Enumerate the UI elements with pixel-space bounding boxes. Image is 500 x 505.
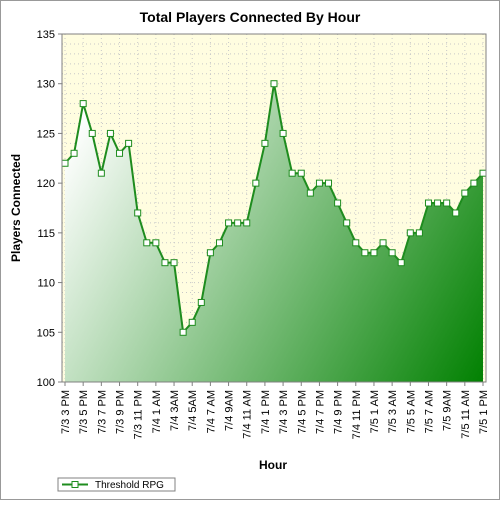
data-point-marker <box>197 298 205 306</box>
x-tick-label: 7/4 7 AM <box>205 390 217 433</box>
x-axis-ticks: 7/3 3 PM 7/3 5 PM 7/3 7 PM 7/3 9 PM 7/3 11 P… <box>60 382 490 439</box>
data-point-marker <box>116 149 124 157</box>
x-tick-label: 7/4 11 AM <box>242 390 254 439</box>
y-axis-ticks: 100 105 110 115 120 125 130 135 <box>37 29 62 389</box>
y-tick-label: 130 <box>37 79 55 91</box>
x-tick-label: 7/4 3AM <box>169 390 181 431</box>
y-tick-label: 100 <box>37 377 55 389</box>
data-point-marker <box>370 249 378 257</box>
data-point-marker <box>134 209 142 217</box>
x-tick-label: 7/4 9AM <box>224 390 236 431</box>
x-tick-label: 7/5 1 AM <box>369 390 381 433</box>
y-tick-label: 105 <box>37 327 55 339</box>
data-point-marker <box>188 318 196 326</box>
data-point-marker <box>234 219 242 227</box>
x-tick-label: 7/4 1 PM <box>260 390 272 434</box>
chart-title: Total Players Connected By Hour <box>140 9 361 25</box>
plot-frame <box>61 33 487 383</box>
data-point-marker <box>479 169 487 177</box>
data-point-marker <box>470 179 478 187</box>
data-point-marker <box>279 129 287 137</box>
x-tick-label: 7/5 9AM <box>442 390 454 431</box>
data-point-marker <box>143 239 151 247</box>
data-point-marker <box>397 259 405 267</box>
data-point-marker <box>215 239 223 247</box>
data-point-marker <box>106 129 114 137</box>
data-point-marker <box>315 179 323 187</box>
data-point-marker <box>352 239 360 247</box>
x-tick-label: 7/5 5 AM <box>405 390 417 433</box>
data-point-marker <box>125 139 133 147</box>
x-tick-label: 7/3 11 PM <box>133 390 145 439</box>
data-point-marker <box>206 249 214 257</box>
data-point-marker <box>379 239 387 247</box>
data-point-marker <box>361 249 369 257</box>
y-tick-label: 125 <box>37 128 55 140</box>
data-point-marker <box>415 229 423 237</box>
data-point-marker <box>306 189 314 197</box>
x-tick-label: 7/3 5 PM <box>78 390 90 434</box>
x-tick-label: 7/3 3 PM <box>60 390 72 434</box>
x-tick-label: 7/3 7 PM <box>96 390 108 434</box>
data-point-marker <box>288 169 296 177</box>
data-point-marker <box>270 80 278 88</box>
x-axis-title: Hour <box>259 458 287 472</box>
x-tick-label: 7/4 9 PM <box>333 390 345 434</box>
data-point-marker <box>179 328 187 336</box>
x-tick-label: 7/4 1 AM <box>151 390 163 433</box>
legend-label: Threshold RPG <box>95 480 164 491</box>
data-point-marker <box>443 199 451 207</box>
x-tick-label: 7/5 11 AM <box>460 390 472 439</box>
data-point-marker <box>97 169 105 177</box>
data-point-marker <box>406 229 414 237</box>
data-point-marker <box>452 209 460 217</box>
legend-marker-swatch <box>71 481 79 488</box>
y-tick-label: 110 <box>37 278 55 290</box>
data-point-marker <box>325 179 333 187</box>
y-tick-label: 115 <box>37 228 55 240</box>
data-point-marker <box>61 159 69 167</box>
data-point-marker <box>297 169 305 177</box>
legend: Threshold RPG <box>57 477 176 492</box>
data-point-marker <box>343 219 351 227</box>
data-point-marker <box>79 100 87 108</box>
x-tick-label: 7/4 3 PM <box>278 390 290 434</box>
data-point-marker <box>161 259 169 267</box>
x-tick-label: 7/5 3 AM <box>387 390 399 433</box>
data-point-marker <box>388 249 396 257</box>
data-point-marker <box>261 139 269 147</box>
x-tick-label: 7/5 1 PM <box>478 390 490 434</box>
area-fill <box>65 83 483 382</box>
x-tick-label: 7/4 7 PM <box>314 390 326 434</box>
x-tick-label: 7/3 9 PM <box>115 390 127 434</box>
x-tick-label: 7/4 11 PM <box>351 390 363 439</box>
legend-box <box>57 477 176 492</box>
y-tick-label: 120 <box>37 178 55 190</box>
data-point-marker <box>334 199 342 207</box>
y-axis-title: Players Connected <box>9 154 23 262</box>
x-tick-label: 7/4 5AM <box>187 390 199 431</box>
data-point-marker <box>424 199 432 207</box>
data-point-marker <box>152 239 160 247</box>
x-tick-label: 7/5 7 AM <box>423 390 435 433</box>
data-point-marker <box>225 219 233 227</box>
data-markers <box>61 80 487 336</box>
data-point-marker <box>434 199 442 207</box>
x-tick-label: 7/4 5 PM <box>296 390 308 434</box>
data-point-marker <box>170 259 178 267</box>
data-point-marker <box>243 219 251 227</box>
data-point-marker <box>88 129 96 137</box>
data-point-marker <box>461 189 469 197</box>
y-tick-label: 135 <box>37 29 55 41</box>
data-point-marker <box>252 179 260 187</box>
data-point-marker <box>70 149 78 157</box>
